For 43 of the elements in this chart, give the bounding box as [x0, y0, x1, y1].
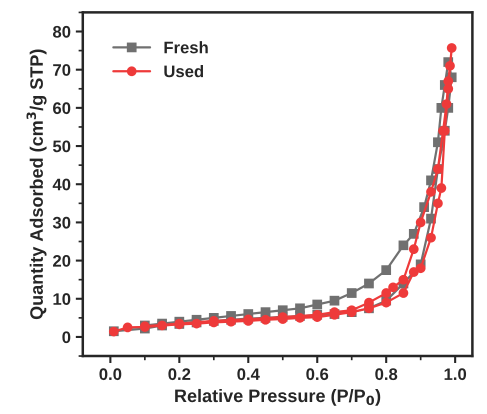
point: [416, 263, 426, 274]
point: [330, 296, 340, 306]
point: [388, 282, 398, 292]
x-tick-label: 0.0: [99, 368, 122, 380]
x-tick-label: 0.6: [306, 368, 328, 380]
y-tick-label: 0: [62, 331, 70, 344]
point: [312, 300, 322, 310]
y-tick-label: 80: [52, 26, 70, 38]
point: [426, 187, 436, 197]
y-tick-label: 20: [53, 254, 70, 267]
point: [398, 274, 408, 285]
point: [364, 278, 374, 288]
point: [446, 43, 457, 53]
y-tick-label: 30: [52, 216, 70, 229]
point: [436, 183, 446, 193]
y-tick-label: 50: [52, 140, 70, 152]
point: [433, 198, 443, 208]
y-tick-label: 10: [53, 293, 70, 305]
x-tick-label: 0.4: [237, 368, 260, 380]
point: [426, 232, 436, 243]
legend-label: Fresh: [164, 41, 208, 54]
x-tick-label: 0.2: [168, 368, 190, 380]
point: [408, 244, 419, 254]
point: [445, 61, 455, 71]
point: [416, 218, 426, 228]
point: [346, 288, 357, 298]
point: [442, 99, 452, 109]
point: [398, 240, 408, 250]
y-tick-label: 40: [52, 178, 70, 190]
point: [381, 288, 392, 298]
point: [381, 265, 392, 275]
point: [408, 267, 419, 277]
y-tick-label: 60: [53, 102, 70, 114]
legend-label: Used: [164, 65, 204, 78]
point: [398, 288, 408, 298]
point: [122, 322, 132, 332]
point: [295, 303, 305, 314]
x-axis-title: Relative Pressure (P/P$_{0}$): [175, 388, 380, 406]
point: [443, 76, 454, 86]
y-axis-title: Quantity Adsorbed (cm$^{3}$/g STP): [26, 50, 47, 320]
x-tick-label: 1.0: [444, 368, 466, 380]
x-tick-label: 0.8: [375, 368, 398, 380]
y-tick-label: 70: [53, 64, 70, 76]
